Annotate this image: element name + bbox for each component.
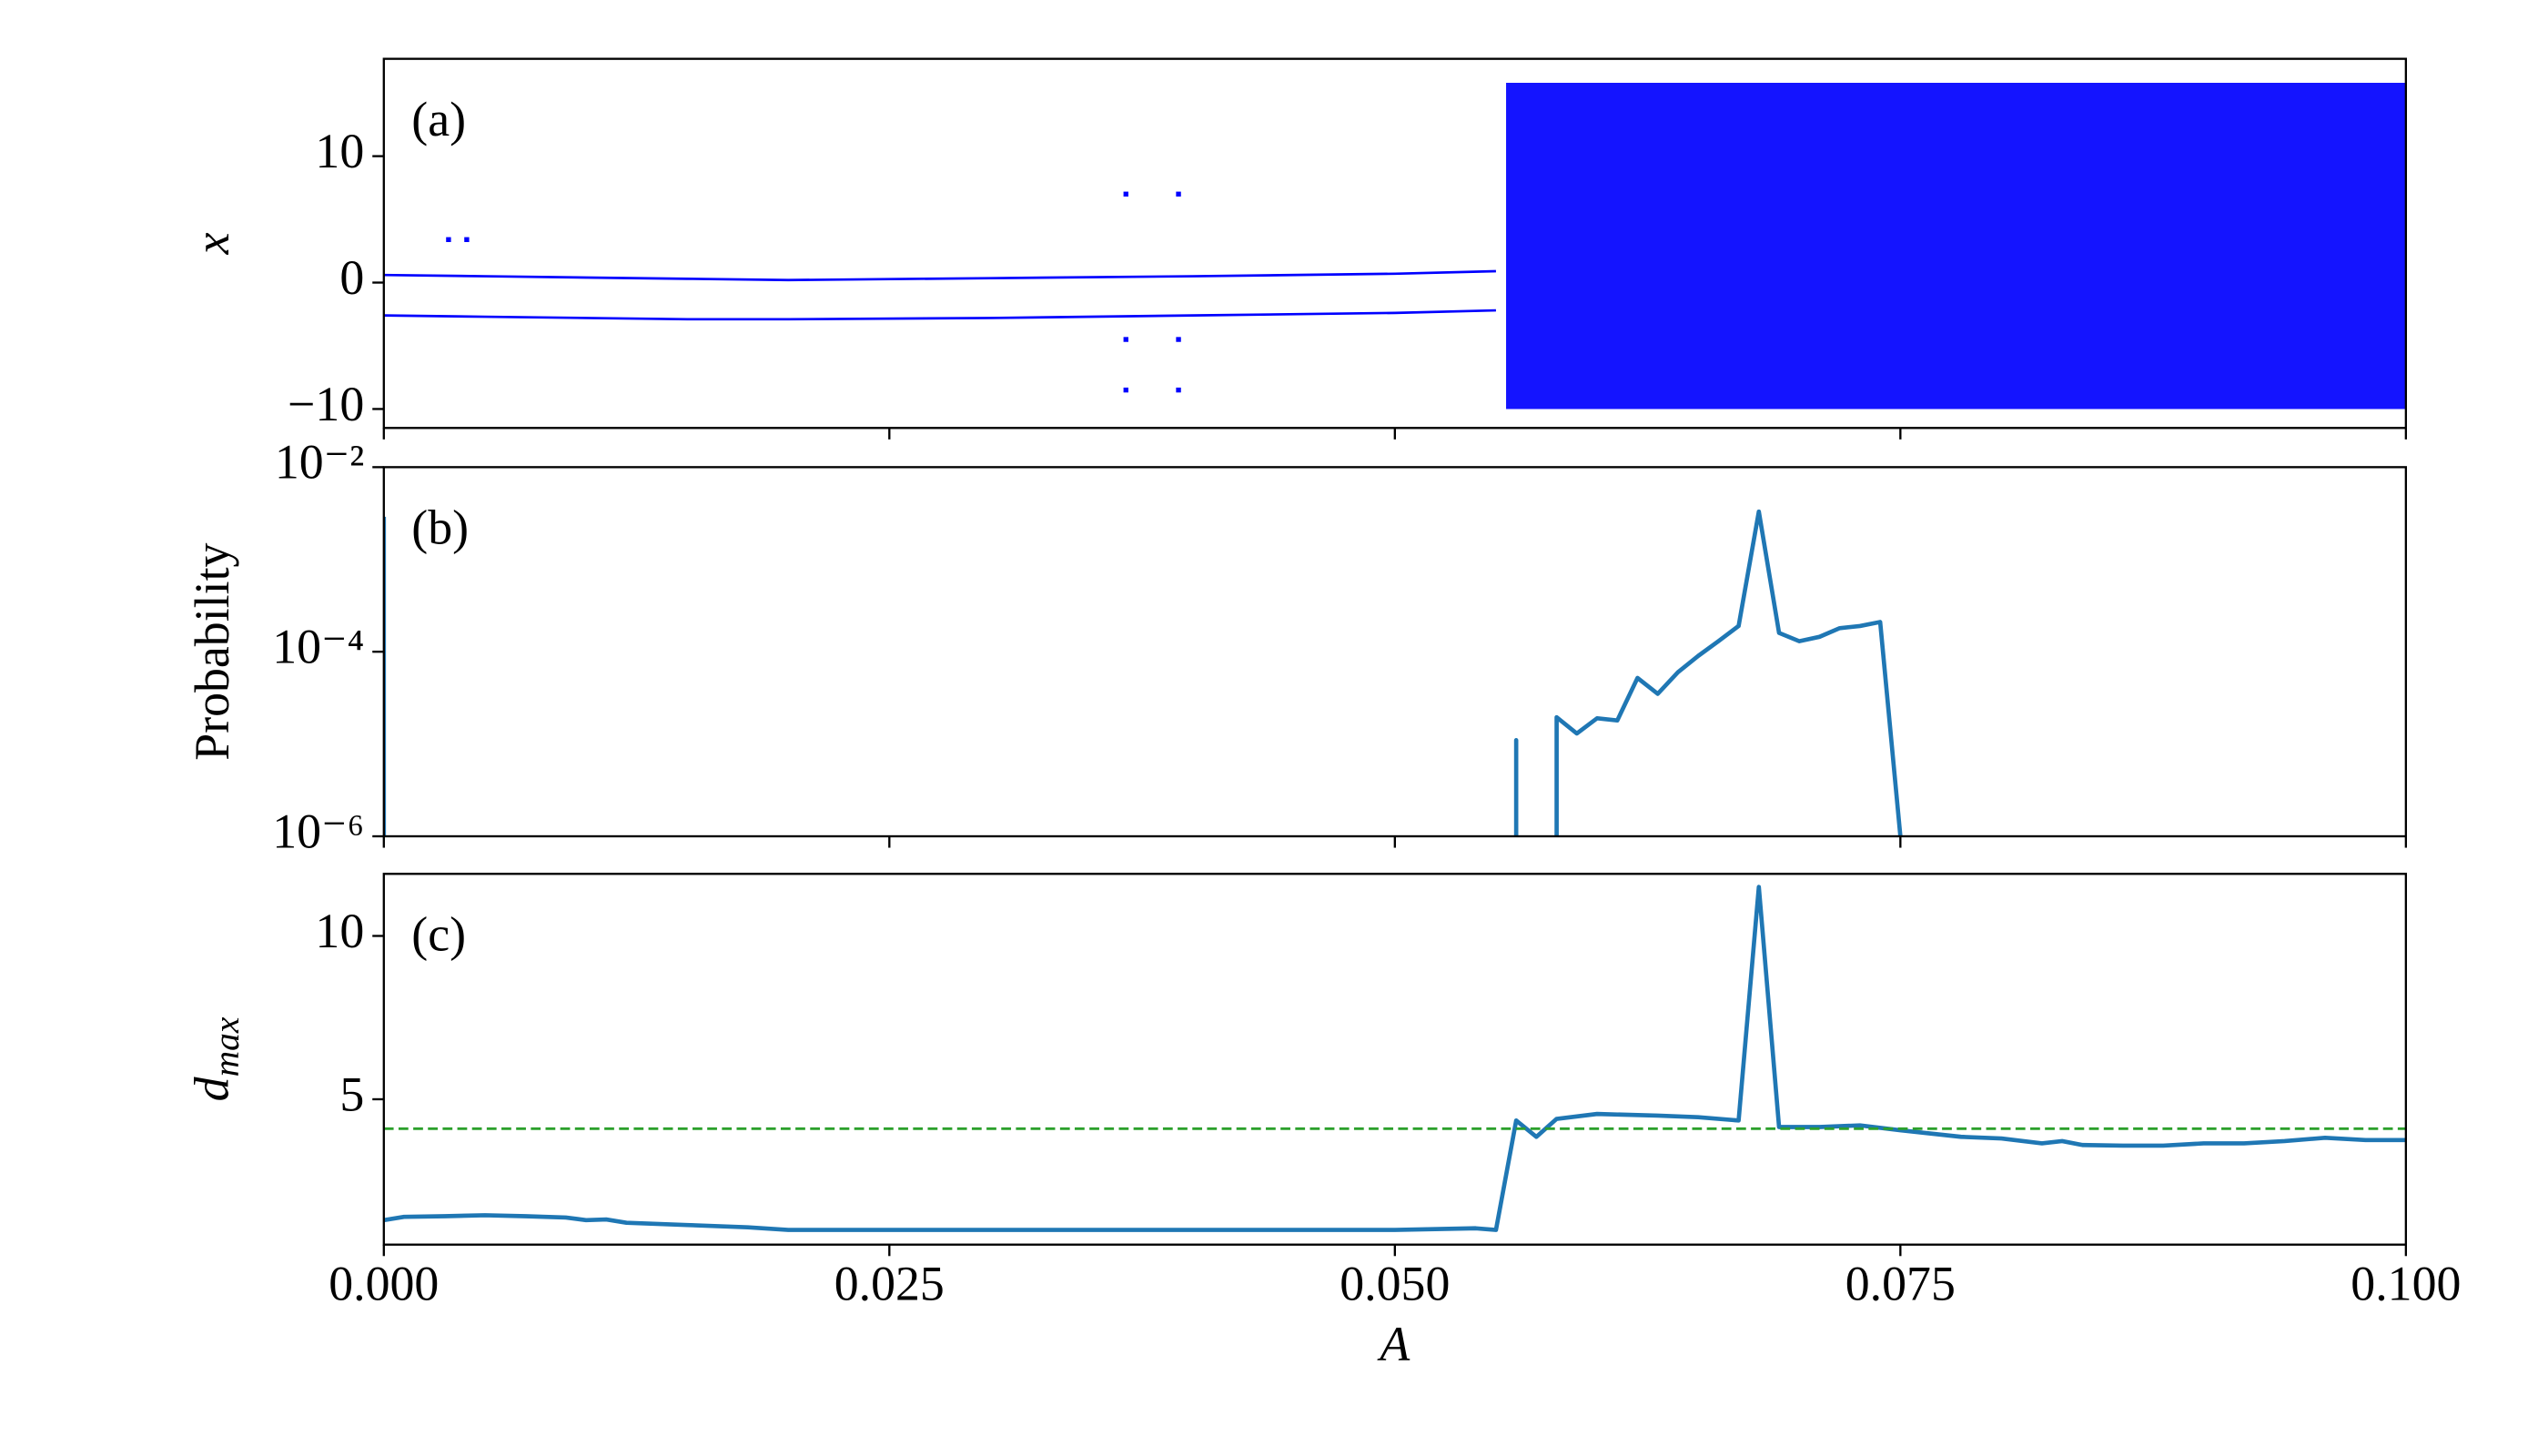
data-line <box>383 308 1496 321</box>
x-tick-label: 0.000 <box>329 1257 439 1311</box>
y-axis-label: dmax <box>185 1016 247 1101</box>
x-tick-label: 0.025 <box>834 1257 945 1311</box>
chaotic-band <box>1506 83 2406 410</box>
panel-label: (a) <box>411 92 466 147</box>
y-tick-label: 0 <box>339 250 364 305</box>
plot-area <box>383 509 1903 836</box>
x-axis-label: A <box>1377 1317 1410 1371</box>
data-line <box>383 885 2406 1232</box>
panel-label: (c) <box>411 906 466 961</box>
y-tick-label: 10⁻² <box>275 435 364 490</box>
plot-area <box>383 885 2406 1232</box>
y-axis-label-main: d <box>185 1076 239 1101</box>
x-tick-label: 0.050 <box>1340 1257 1450 1311</box>
point <box>1176 337 1181 342</box>
point <box>1123 337 1128 342</box>
plot-area <box>383 83 2406 410</box>
y-tick-label: 10⁻⁴ <box>272 620 364 674</box>
panel-label: (b) <box>411 500 469 555</box>
data-line <box>383 269 1496 282</box>
y-axis-label: Probability <box>185 542 239 760</box>
data-line <box>1554 509 1903 836</box>
x-tick-label: 0.100 <box>2351 1257 2461 1311</box>
point <box>1176 191 1181 197</box>
y-tick-label: 10⁻⁶ <box>272 804 364 858</box>
point <box>1123 191 1128 197</box>
point <box>446 237 451 242</box>
y-axis-label: x <box>185 232 239 255</box>
y-tick-label: 5 <box>339 1067 364 1121</box>
point <box>1176 387 1181 393</box>
point <box>1123 387 1128 393</box>
y-tick-label: −10 <box>288 377 364 431</box>
x-tick-label: 0.075 <box>1845 1257 1956 1311</box>
y-tick-label: 10 <box>315 124 364 178</box>
y-tick-label: 10 <box>315 904 364 958</box>
y-axis-label-subscript: max <box>207 1016 247 1077</box>
point <box>464 237 470 242</box>
